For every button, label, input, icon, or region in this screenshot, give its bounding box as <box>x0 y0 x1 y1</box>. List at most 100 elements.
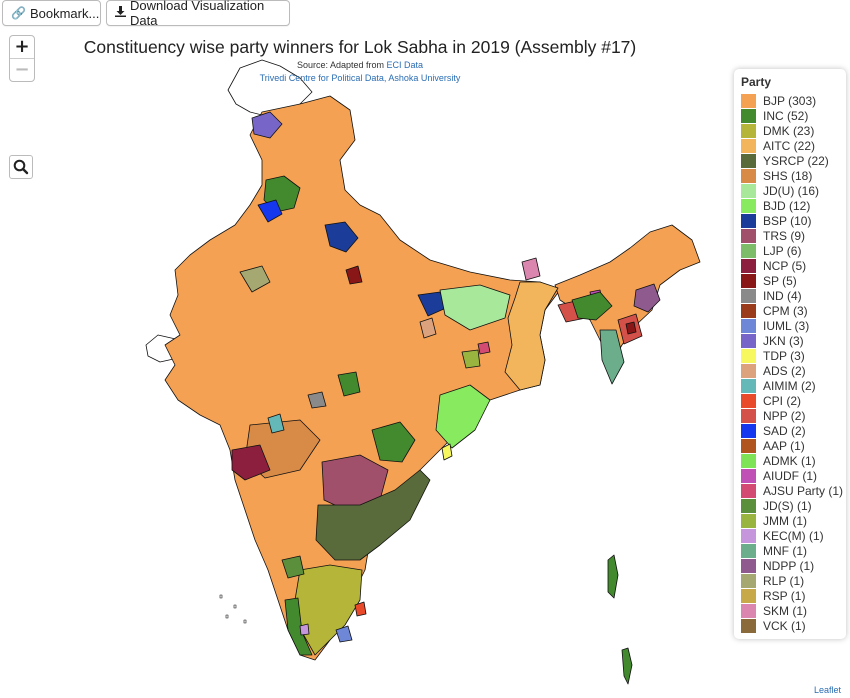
legend-label: KEC(M) (1) <box>763 528 824 543</box>
region-up-bsp[interactable] <box>324 221 359 253</box>
region-mp-inc[interactable] <box>337 371 361 397</box>
legend-label: AIUDF (1) <box>763 468 817 483</box>
legend-swatch <box>741 558 756 573</box>
legend-item: BJD (12) <box>741 198 840 213</box>
eci-data-link[interactable]: ECI Data <box>386 60 424 70</box>
download-data-button[interactable]: Download Visualization Data <box>106 0 290 28</box>
bookmark-button[interactable]: 🔗 Bookmark... <box>2 0 101 26</box>
search-button[interactable] <box>9 155 33 179</box>
region-karnataka-jds[interactable] <box>281 555 305 579</box>
legend-swatch <box>741 288 756 303</box>
legend-swatch <box>741 498 756 513</box>
legend-item: YSRCP (22) <box>741 153 840 168</box>
region-maharashtra-ncp[interactable] <box>231 444 271 481</box>
region-kerala-inc[interactable] <box>284 597 313 656</box>
region-jharkhand-jmm[interactable] <box>461 349 481 369</box>
legend-swatch <box>741 183 756 198</box>
region-bihar-jdu[interactable] <box>439 284 511 331</box>
legend-label: VCK (1) <box>763 618 806 633</box>
region-andhra-ysrcp[interactable] <box>315 469 431 561</box>
legend-swatch <box>741 528 756 543</box>
legend-swatch <box>741 273 756 288</box>
legend-item: SAD (2) <box>741 423 840 438</box>
legend-swatch <box>741 363 756 378</box>
legend-label: INC (52) <box>763 108 809 123</box>
legend-swatch <box>741 228 756 243</box>
search-icon <box>13 159 29 175</box>
legend-item: BJP (303) <box>741 93 840 108</box>
region-mizoram-mnf[interactable] <box>599 329 625 385</box>
legend-label: IND (4) <box>763 288 802 303</box>
download-label: Download Visualization Data <box>130 0 265 28</box>
northeast-region[interactable] <box>554 224 701 363</box>
nicobar-islands[interactable] <box>621 647 633 685</box>
legend-item: NCP (5) <box>741 258 840 273</box>
legend-swatch <box>741 573 756 588</box>
legend-label: JMM (1) <box>763 513 807 528</box>
legend-item: LJP (6) <box>741 243 840 258</box>
legend-swatch <box>741 198 756 213</box>
legend-label: AJSU Party (1) <box>763 483 844 498</box>
legend-label: YSRCP (22) <box>763 153 829 168</box>
region-iuml[interactable] <box>335 625 353 643</box>
region-chhattisgarh-inc[interactable] <box>371 421 416 463</box>
zoom-in-button[interactable]: + <box>10 36 34 59</box>
legend-label: NDPP (1) <box>763 558 815 573</box>
andaman-islands[interactable] <box>607 554 619 599</box>
legend-item: JD(S) (1) <box>741 498 840 513</box>
legend-swatch <box>741 618 756 633</box>
legend-swatch <box>741 438 756 453</box>
legend-label: NCP (5) <box>763 258 807 273</box>
legend-item: RLP (1) <box>741 573 840 588</box>
legend-label: CPI (2) <box>763 393 802 408</box>
legend-title: Party <box>741 75 772 89</box>
region-ads[interactable] <box>419 317 437 339</box>
legend-item: KEC(M) (1) <box>741 528 840 543</box>
legend-label: NPP (2) <box>763 408 806 423</box>
region-andhra-tdp[interactable] <box>441 443 453 461</box>
region-jkn[interactable] <box>251 111 283 139</box>
region-aimim[interactable] <box>267 413 285 434</box>
map-credit-link[interactable]: Trivedi Centre for Political Data, Ashok… <box>259 73 461 83</box>
leaflet-attribution-link[interactable]: Leaflet <box>813 685 841 695</box>
legend-item: INC (52) <box>741 108 840 123</box>
legend-swatch <box>741 303 756 318</box>
legend-label: SP (5) <box>763 273 797 288</box>
legend-label: ADS (2) <box>763 363 806 378</box>
mainland-india[interactable] <box>164 95 561 661</box>
legend-item: JKN (3) <box>741 333 840 348</box>
map-source: Source: Adapted from ECI Data <box>0 60 720 70</box>
region-sad[interactable] <box>257 199 283 223</box>
region-ind[interactable] <box>307 391 327 409</box>
legend-label: SKM (1) <box>763 603 808 618</box>
region-skm[interactable] <box>521 257 541 281</box>
legend-label: SHS (18) <box>763 168 813 183</box>
legend-item: TRS (9) <box>741 228 840 243</box>
legend-item: RSP (1) <box>741 588 840 603</box>
region-manipur-inc-center[interactable] <box>625 321 637 335</box>
region-rajasthan-rlp[interactable] <box>239 265 271 293</box>
region-ajsu[interactable] <box>477 341 491 355</box>
legend-item: SKM (1) <box>741 603 840 618</box>
legend-swatch <box>741 258 756 273</box>
bengal-corridor[interactable] <box>504 281 559 391</box>
legend-swatch <box>741 213 756 228</box>
legend-swatch <box>741 93 756 108</box>
region-manipur-inc[interactable] <box>571 291 613 321</box>
legend-item: AIUDF (1) <box>741 468 840 483</box>
legend-label: RSP (1) <box>763 588 806 603</box>
lakshadweep-islands[interactable] <box>219 594 247 624</box>
region-sp[interactable] <box>345 265 363 285</box>
region-nagaland-ndpp[interactable] <box>633 283 661 313</box>
legend-swatch <box>741 468 756 483</box>
region-kecm[interactable] <box>299 623 310 636</box>
region-cpi[interactable] <box>354 601 367 617</box>
legend-label: IUML (3) <box>763 318 810 333</box>
zoom-out-button[interactable]: − <box>14 59 30 80</box>
legend-swatch <box>741 603 756 618</box>
legend-swatch <box>741 108 756 123</box>
legend-item: AITC (22) <box>741 138 840 153</box>
region-odisha-bjd[interactable] <box>435 384 491 449</box>
northern-region-unassigned <box>227 59 313 117</box>
